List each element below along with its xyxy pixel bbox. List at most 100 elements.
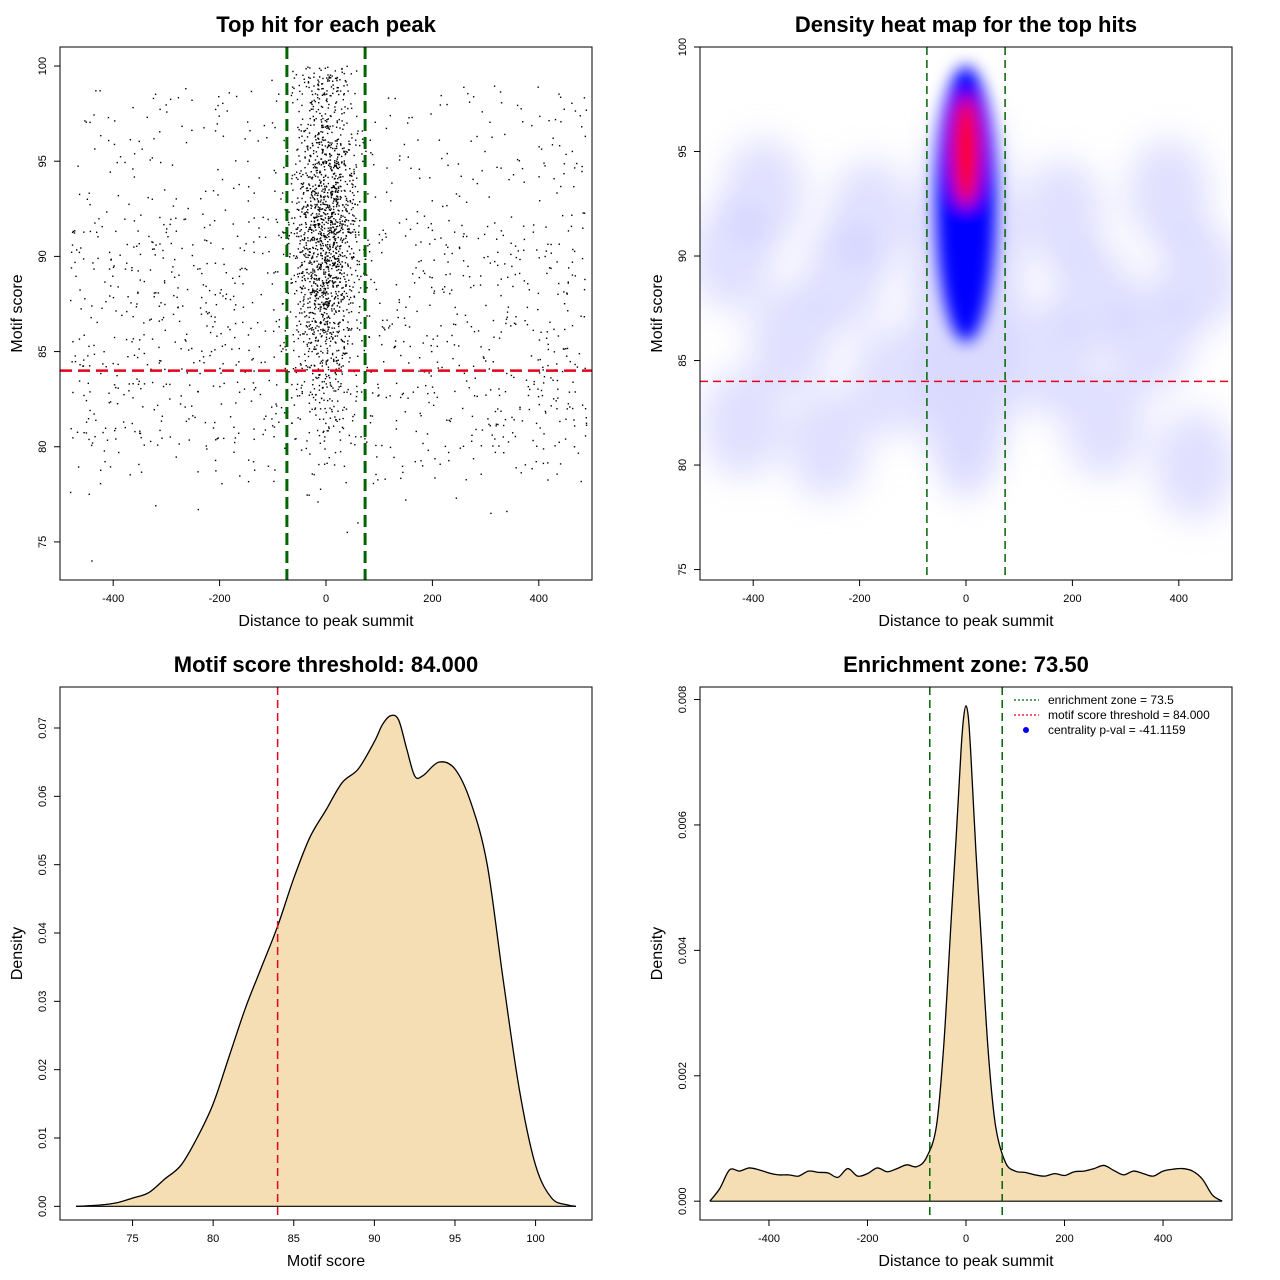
data-point: [266, 136, 268, 139]
data-point: [566, 293, 568, 295]
data-point: [319, 408, 322, 410]
data-point: [313, 269, 316, 271]
data-point: [116, 374, 118, 377]
data-point: [325, 77, 328, 79]
data-point: [159, 108, 161, 111]
data-point: [323, 199, 325, 201]
data-point: [143, 322, 145, 324]
data-point: [70, 267, 73, 269]
data-point: [327, 301, 329, 303]
data-point: [319, 296, 321, 298]
data-point: [241, 267, 243, 270]
data-point: [422, 442, 424, 445]
data-point: [314, 283, 317, 285]
data-point: [308, 328, 310, 330]
data-point: [335, 187, 337, 190]
data-point: [328, 251, 330, 254]
data-point: [329, 125, 331, 128]
data-point: [447, 261, 449, 263]
data-point: [312, 289, 314, 292]
data-point: [253, 217, 255, 219]
data-point: [559, 420, 561, 423]
data-point: [163, 223, 165, 226]
data-point: [324, 174, 327, 177]
data-point: [350, 73, 353, 75]
data-point: [340, 383, 342, 385]
data-point: [75, 275, 77, 278]
x-tick-label: 0: [323, 593, 329, 605]
data-point: [332, 277, 334, 279]
data-point: [571, 407, 574, 410]
data-point: [571, 214, 573, 216]
data-point: [547, 243, 549, 246]
data-point: [219, 385, 221, 388]
data-point: [312, 396, 315, 399]
data-point: [341, 155, 343, 158]
data-point: [446, 103, 448, 106]
data-point: [350, 223, 352, 225]
data-point: [354, 231, 357, 233]
plot-area: [60, 47, 592, 580]
data-point: [321, 149, 324, 152]
data-point: [374, 121, 376, 123]
data-point: [74, 355, 76, 357]
data-point: [385, 396, 388, 399]
data-point: [235, 364, 237, 366]
data-point: [331, 354, 334, 356]
data-point: [438, 139, 441, 141]
data-point: [214, 294, 217, 296]
data-point: [313, 197, 315, 200]
data-point: [373, 281, 376, 284]
data-point: [309, 187, 312, 190]
data-point: [339, 431, 341, 433]
data-point: [159, 243, 161, 245]
data-point: [323, 185, 326, 188]
data-point: [143, 352, 146, 355]
data-point: [332, 211, 334, 214]
data-point: [347, 107, 349, 110]
data-point: [198, 360, 201, 362]
data-point: [137, 270, 139, 272]
data-point: [291, 201, 293, 203]
data-point: [398, 222, 401, 224]
data-point: [433, 392, 436, 394]
data-point: [494, 260, 496, 263]
data-point: [328, 304, 330, 306]
data-point: [336, 360, 338, 362]
data-point: [106, 439, 109, 441]
data-point: [309, 324, 312, 326]
data-point: [349, 285, 351, 288]
data-point: [311, 142, 314, 145]
data-point: [528, 289, 531, 291]
data-point: [197, 471, 199, 473]
data-point: [202, 356, 205, 358]
data-point: [332, 166, 335, 169]
data-point: [295, 388, 298, 391]
data-point: [323, 463, 326, 465]
data-point: [133, 354, 136, 356]
data-point: [324, 436, 326, 438]
data-point: [339, 90, 342, 92]
data-point: [325, 360, 328, 362]
data-point: [519, 258, 521, 261]
data-point: [337, 213, 340, 215]
data-point: [342, 310, 345, 312]
data-point: [182, 305, 184, 307]
data-point: [149, 269, 152, 271]
data-point: [297, 126, 299, 129]
data-point: [312, 253, 315, 255]
data-point: [458, 246, 461, 248]
data-point: [513, 322, 516, 324]
chart-title: Enrichment zone: 73.50: [843, 652, 1089, 677]
data-point: [552, 137, 554, 139]
data-point: [315, 337, 317, 339]
data-point: [489, 262, 492, 264]
data-point: [253, 192, 255, 194]
data-point: [450, 417, 452, 420]
data-point: [334, 229, 336, 232]
data-point: [353, 296, 356, 298]
data-point: [294, 217, 296, 219]
data-point: [488, 196, 490, 198]
data-point: [137, 292, 139, 295]
